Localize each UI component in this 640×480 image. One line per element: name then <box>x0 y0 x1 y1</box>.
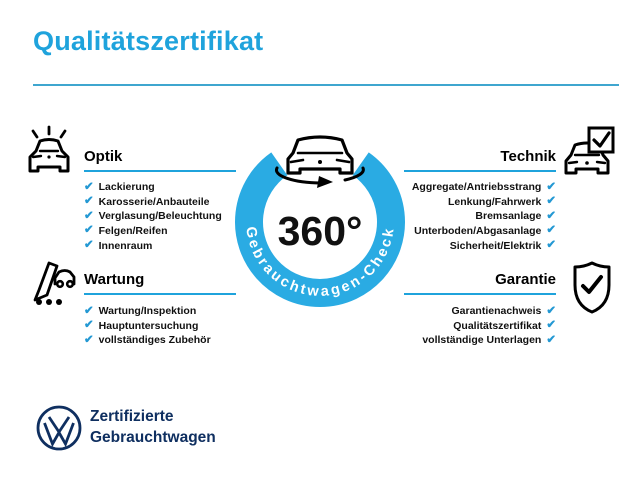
item-label: vollständiges Zubehör <box>98 334 211 347</box>
check-icon: ✔ <box>84 195 94 208</box>
item-label: Unterboden/Abgasanlage <box>414 225 542 238</box>
list-item: ✔ Innenraum <box>84 238 222 253</box>
section-header-optik: Optik <box>84 148 123 165</box>
list-item: ✔ Felgen/Reifen <box>84 224 222 239</box>
check-icon: ✔ <box>546 209 556 222</box>
list-item: ✔ Hauptuntersuchung <box>84 319 211 334</box>
list-item: vollständige Unterlagen ✔ <box>422 333 556 348</box>
check-icon: ✔ <box>84 180 94 193</box>
item-label: Hauptuntersuchung <box>98 319 199 332</box>
list-item: ✔ Lackierung <box>84 180 222 195</box>
vw-logo <box>34 403 84 453</box>
list-item: ✔ vollständiges Zubehör <box>84 333 211 348</box>
list-item: Bremsanlage ✔ <box>475 209 556 224</box>
list-item: ✔ Wartung/Inspektion <box>84 304 211 319</box>
section-header-garantie: Garantie <box>495 271 556 288</box>
item-label: Sicherheit/Elektrik <box>449 239 542 252</box>
list-item: Qualitätszertifikat ✔ <box>453 319 556 334</box>
check-icon: ✔ <box>546 238 556 251</box>
page-title: Qualitätszertifikat <box>33 26 264 56</box>
section-rule-wartung <box>84 293 236 295</box>
check-icon: ✔ <box>546 180 556 193</box>
section-rule-optik <box>84 170 236 172</box>
title-divider <box>33 84 619 86</box>
check-icon: ✔ <box>546 224 556 237</box>
item-label: Lenkung/Fahrwerk <box>448 195 542 208</box>
item-label: Wartung/Inspektion <box>98 305 197 318</box>
item-label: Bremsanlage <box>475 210 542 223</box>
list-item: Sicherheit/Elektrik ✔ <box>450 238 556 253</box>
360-check-badge: Gebrauchtwagen-Check 360° <box>225 115 415 315</box>
check-icon: ✔ <box>84 209 94 222</box>
footer-claim-line1: Zertifizierte <box>90 408 174 425</box>
check-icon: ✔ <box>546 195 556 208</box>
list-item: ✔ Verglasung/Beleuchtung <box>84 209 222 224</box>
footer-claim-line2: Gebrauchtwagen <box>90 429 216 446</box>
item-label: Lackierung <box>98 181 155 194</box>
list-item: Lenkung/Fahrwerk ✔ <box>448 195 556 210</box>
section-rule-garantie <box>404 293 556 295</box>
section-rule-technik <box>404 170 556 172</box>
pencil-car-icon <box>22 254 78 310</box>
list-item: Garantienachweis ✔ <box>451 304 556 319</box>
check-icon: ✔ <box>546 333 556 346</box>
check-icon: ✔ <box>84 333 94 346</box>
item-label: Garantienachweis <box>451 305 542 318</box>
list-item: Unterboden/Abgasanlage ✔ <box>414 224 556 239</box>
item-label: Felgen/Reifen <box>98 225 168 238</box>
check-icon: ✔ <box>84 238 94 251</box>
item-label: Qualitätszertifikat <box>453 319 542 332</box>
checklist-optik: ✔ Lackierung ✔ Karosserie/Anbauteile ✔ Verg… <box>84 180 222 253</box>
shield-check-icon <box>566 258 618 316</box>
check-icon: ✔ <box>546 304 556 317</box>
check-icon: ✔ <box>546 319 556 332</box>
checklist-technik: Aggregate/Antriebsstrang ✔ Lenkung/Fahrwe… <box>412 180 556 253</box>
degree-label: 360° <box>278 208 363 254</box>
checklist-wartung: ✔ Wartung/Inspektion ✔ Hauptuntersuchung ✔… <box>84 304 211 348</box>
car-shine-icon <box>20 123 78 181</box>
section-header-technik: Technik <box>500 148 556 165</box>
list-item: Aggregate/Antriebsstrang ✔ <box>412 180 556 195</box>
item-label: Innenraum <box>98 239 153 252</box>
footer-claim: Zertifizierte Gebrauchtwagen <box>90 406 216 448</box>
check-icon: ✔ <box>84 319 94 332</box>
item-label: Karosserie/Anbauteile <box>98 195 210 208</box>
checklist-garantie: Garantienachweis ✔ Qualitätszertifikat ✔ v… <box>422 304 556 348</box>
item-label: Verglasung/Beleuchtung <box>98 210 222 223</box>
car-checkbox-icon <box>558 123 618 183</box>
item-label: Aggregate/Antriebsstrang <box>411 181 542 194</box>
section-header-wartung: Wartung <box>84 271 145 288</box>
item-label: vollständige Unterlagen <box>422 334 542 347</box>
ring-shape <box>235 152 405 307</box>
check-icon: ✔ <box>84 304 94 317</box>
list-item: ✔ Karosserie/Anbauteile <box>84 195 222 210</box>
check-icon: ✔ <box>84 224 94 237</box>
car-rotation-icon <box>274 135 365 188</box>
